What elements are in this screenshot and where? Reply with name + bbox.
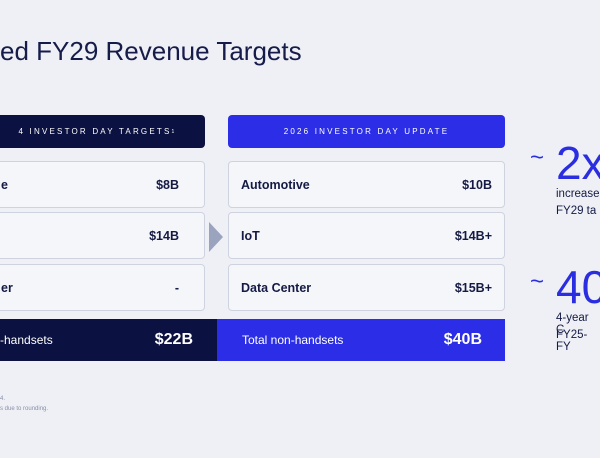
right-header: 2026 INVESTOR DAY UPDATE: [228, 115, 505, 148]
label: er: [1, 281, 13, 295]
figure: 40: [556, 261, 600, 313]
label: -handsets: [0, 333, 53, 347]
footnote: 4.: [0, 396, 6, 402]
footnote: s due to rounding.: [0, 406, 49, 412]
text: FY25-FY: [556, 329, 588, 353]
title: ed FY29 Revenue Targets: [0, 36, 302, 66]
value: -: [174, 281, 179, 295]
tilde: ~: [530, 268, 545, 295]
card: e $8B: [0, 161, 205, 208]
value: $10B: [462, 178, 492, 192]
value: $14B+: [454, 229, 492, 243]
label: Total non-handsets: [242, 333, 344, 347]
card: Data Center $15B+: [228, 264, 505, 311]
header-text: 2026 INVESTOR DAY UPDATE: [283, 127, 450, 136]
card: $14B: [0, 212, 205, 259]
value: $14B: [149, 229, 179, 243]
total-left: -handsets $22B: [0, 319, 217, 361]
label: Data Center: [241, 281, 312, 295]
card: Automotive $10B: [228, 161, 505, 208]
value: $22B: [154, 331, 193, 348]
label: Automotive: [241, 178, 310, 192]
card: IoT $14B+: [228, 212, 505, 259]
value: $40B: [443, 331, 482, 348]
total-right: Total non-handsets $40B: [217, 319, 505, 361]
tilde: ~: [530, 144, 545, 171]
header-text: 4 INVESTOR DAY TARGETS: [18, 127, 172, 136]
text: 4-year C: [556, 312, 589, 336]
left-header: 4 INVESTOR DAY TARGETS 1: [0, 115, 205, 148]
value: $15B+: [454, 281, 492, 295]
label: e: [1, 178, 8, 192]
figure: 2x: [556, 137, 600, 189]
text: FY29 ta: [556, 205, 597, 217]
footnote-ref: 1: [171, 128, 177, 135]
card: er -: [0, 264, 205, 311]
arrow: [209, 222, 223, 252]
text: increase: [556, 188, 600, 200]
label: IoT: [241, 229, 260, 243]
value: $8B: [156, 178, 179, 192]
